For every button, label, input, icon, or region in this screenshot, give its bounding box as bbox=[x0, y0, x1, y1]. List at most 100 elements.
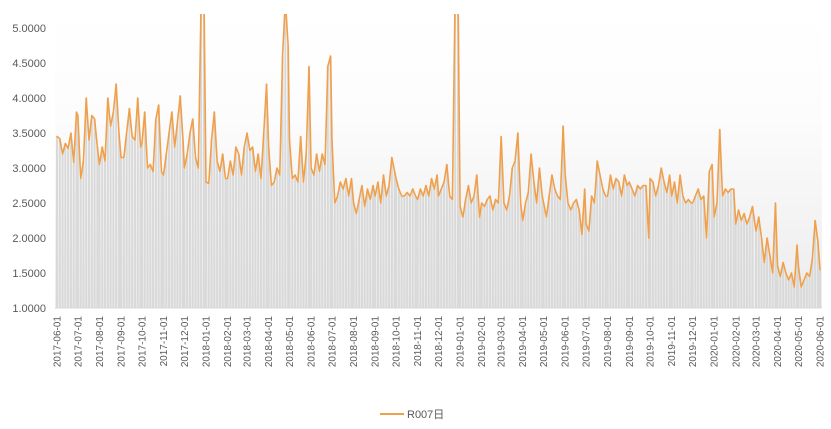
bar bbox=[774, 203, 777, 308]
bar bbox=[224, 178, 227, 308]
bar bbox=[385, 196, 388, 308]
y-tick-label: 3.0000 bbox=[12, 163, 46, 175]
y-tick-label: 1.5000 bbox=[12, 268, 46, 280]
bar bbox=[310, 168, 313, 308]
bar bbox=[486, 199, 489, 308]
bar bbox=[248, 150, 251, 308]
bar bbox=[532, 182, 535, 308]
bar bbox=[149, 164, 152, 308]
bar bbox=[497, 203, 500, 308]
x-tick-label: 2018-12-01 bbox=[434, 316, 445, 368]
bar bbox=[538, 168, 541, 308]
bar bbox=[85, 98, 88, 308]
bar bbox=[321, 154, 324, 308]
bar bbox=[140, 143, 143, 308]
bar bbox=[344, 178, 347, 308]
bar bbox=[516, 133, 519, 308]
x-tick-label: 2017-09-01 bbox=[117, 316, 128, 368]
x-tick-label: 2019-12-01 bbox=[688, 316, 699, 368]
x-tick-label: 2019-09-01 bbox=[625, 316, 636, 368]
bar bbox=[500, 136, 503, 308]
bar bbox=[133, 140, 136, 308]
bar bbox=[58, 138, 61, 308]
legend-label: R007日 bbox=[407, 409, 444, 421]
y-tick-label: 4.5000 bbox=[12, 58, 46, 70]
bar bbox=[152, 171, 155, 308]
bar bbox=[657, 185, 660, 308]
bar bbox=[76, 115, 79, 308]
bar bbox=[369, 199, 372, 308]
bar bbox=[72, 162, 75, 308]
bar bbox=[564, 175, 567, 308]
bar bbox=[787, 280, 790, 308]
bar bbox=[796, 245, 799, 308]
bar bbox=[768, 255, 771, 308]
bar bbox=[800, 287, 803, 308]
bar bbox=[816, 241, 819, 308]
x-tick-label: 2018-07-01 bbox=[328, 316, 339, 368]
bar bbox=[170, 112, 173, 308]
bar bbox=[234, 147, 237, 308]
bar bbox=[556, 196, 559, 308]
bar bbox=[355, 213, 358, 308]
bar bbox=[284, 14, 287, 308]
line-series bbox=[56, 14, 821, 288]
bar bbox=[278, 175, 281, 308]
x-tick-label: 2019-03-01 bbox=[497, 316, 508, 368]
x-tick-label: 2019-10-01 bbox=[646, 316, 657, 368]
bar bbox=[451, 199, 454, 308]
bar bbox=[751, 206, 754, 308]
bar bbox=[390, 157, 393, 308]
bar bbox=[654, 196, 657, 308]
bar bbox=[542, 203, 545, 308]
bar bbox=[784, 273, 787, 308]
bar bbox=[623, 175, 626, 308]
bar bbox=[819, 269, 821, 308]
bar bbox=[440, 189, 443, 308]
x-tick-label: 2019-11-01 bbox=[667, 316, 678, 367]
bar bbox=[379, 203, 382, 308]
y-tick-label: 1.0000 bbox=[12, 303, 46, 315]
bar bbox=[779, 276, 782, 308]
x-tick-label: 2019-08-01 bbox=[603, 316, 614, 368]
bar bbox=[684, 203, 687, 308]
bar bbox=[416, 199, 419, 308]
bar bbox=[448, 196, 451, 308]
x-tick-label: 2017-08-01 bbox=[95, 316, 106, 368]
bar bbox=[626, 185, 629, 308]
bar bbox=[771, 273, 774, 308]
bar bbox=[146, 168, 149, 308]
bar bbox=[633, 196, 636, 308]
bar bbox=[754, 231, 757, 308]
bar bbox=[575, 199, 578, 308]
bar-columns bbox=[56, 14, 821, 308]
bar bbox=[333, 203, 336, 308]
bar bbox=[186, 154, 189, 308]
bar bbox=[243, 147, 246, 308]
bar bbox=[527, 192, 530, 308]
bar bbox=[651, 182, 654, 308]
bar bbox=[403, 196, 406, 308]
bar bbox=[514, 161, 517, 308]
bar bbox=[797, 266, 800, 308]
bar bbox=[422, 196, 425, 308]
bar bbox=[454, 14, 457, 308]
bar bbox=[596, 161, 599, 308]
bar bbox=[188, 133, 191, 308]
bar bbox=[218, 171, 221, 308]
bar bbox=[237, 154, 240, 308]
bar bbox=[566, 203, 569, 308]
bar bbox=[363, 206, 366, 308]
bar bbox=[419, 189, 422, 308]
bar bbox=[270, 185, 273, 308]
bar bbox=[473, 196, 475, 308]
bar bbox=[612, 189, 615, 308]
bar bbox=[679, 175, 682, 308]
bar bbox=[711, 164, 714, 308]
bar bbox=[743, 213, 746, 308]
bar bbox=[427, 196, 430, 308]
bar bbox=[302, 182, 305, 308]
bar bbox=[766, 238, 769, 308]
bar bbox=[562, 126, 565, 308]
bar bbox=[101, 147, 104, 308]
